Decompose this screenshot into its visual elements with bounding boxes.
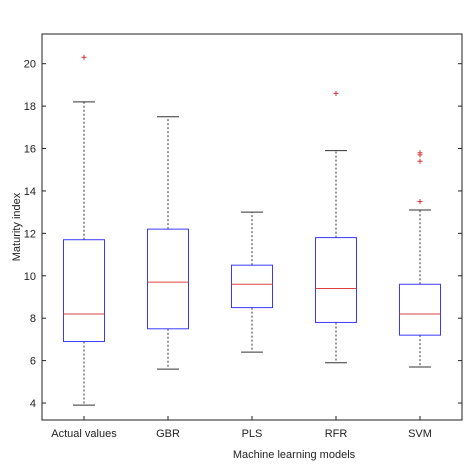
y-tick-label: 6 [30,356,36,368]
box-group [399,150,441,368]
y-axis: 4 6 8 10 12 14 16 18 20 [24,59,462,410]
y-tick-label: 12 [24,228,36,240]
x-tick-label: RFR [325,428,348,440]
box-iqr [399,283,441,336]
plot-frame [41,33,463,421]
outlier-marker [417,199,423,205]
box-group [147,116,189,370]
y-tick-label: 8 [30,313,36,325]
box-group [231,211,273,353]
x-tick-label: GBR [156,428,180,440]
x-axis: Actual values GBR PLS RFR SVM [51,416,432,440]
x-tick-label: Actual values [51,428,117,440]
boxes-layer [63,54,441,406]
box-iqr [63,239,105,343]
y-axis-title: Maturity index [11,192,23,261]
y-tick-label: 18 [24,101,36,113]
y-tick-label: 16 [24,144,36,156]
outlier-marker [417,150,423,156]
y-tick-label: 10 [24,271,36,283]
outlier-marker [81,54,87,60]
x-tick-label: SVM [408,428,432,440]
box-iqr [147,228,189,330]
x-tick-label: PLS [242,428,263,440]
box-iqr [231,264,273,309]
outlier-marker [417,158,423,164]
y-tick-label: 14 [24,186,36,198]
y-tick-label: 4 [30,398,36,410]
box-iqr [315,237,357,323]
x-axis-title: Machine learning models [233,449,356,461]
box-group [315,90,357,364]
y-tick-label: 20 [24,59,36,71]
box-group [63,54,105,406]
outlier-marker [333,90,339,96]
